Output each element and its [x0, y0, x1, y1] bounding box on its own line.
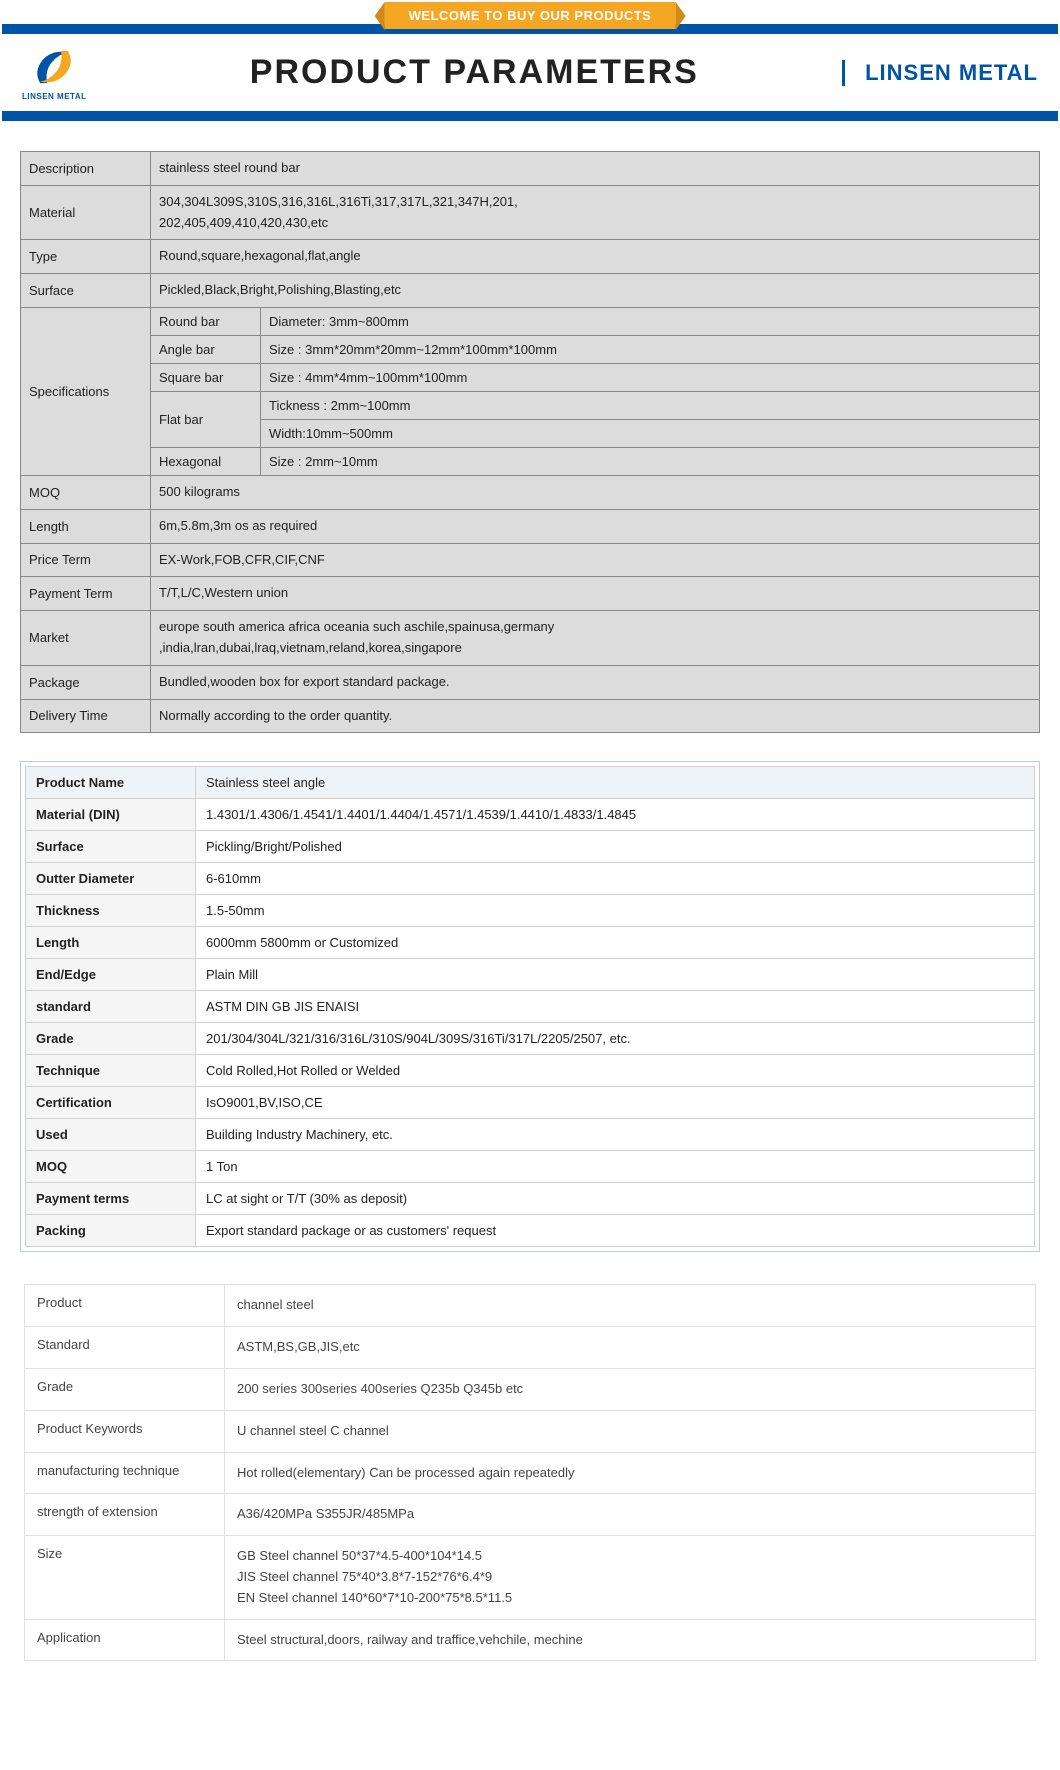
table-value: IsO9001,BV,ISO,CE — [196, 1087, 1035, 1119]
table-value: Steel structural,doors, railway and traf… — [225, 1619, 1036, 1661]
table-value: Building Industry Machinery, etc. — [196, 1119, 1035, 1151]
table-key: Product Name — [26, 767, 196, 799]
table-value: 1.4301/1.4306/1.4541/1.4401/1.4404/1.457… — [196, 799, 1035, 831]
table-key: Price Term — [21, 543, 151, 577]
table-key: Outter Diameter — [26, 863, 196, 895]
table-subkey: Flat bar — [151, 391, 261, 447]
table-value: 200 series 300series 400series Q235b Q34… — [225, 1368, 1036, 1410]
table-value: 6-610mm — [196, 863, 1035, 895]
table-key: Specifications — [21, 307, 151, 475]
table-value: 1.5-50mm — [196, 895, 1035, 927]
table-value: ASTM,BS,GB,JIS,etc — [225, 1327, 1036, 1369]
table-key: standard — [26, 991, 196, 1023]
table-key: Package — [21, 665, 151, 699]
table-value: A36/420MPa S355JR/485MPa — [225, 1494, 1036, 1536]
table-value: ASTM DIN GB JIS ENAISI — [196, 991, 1035, 1023]
table-key: Certification — [26, 1087, 196, 1119]
header: WELCOME TO BUY OUR PRODUCTS LINSEN METAL… — [2, 2, 1058, 121]
table-key: Length — [21, 509, 151, 543]
table-value: Pickled,Black,Bright,Polishing,Blasting,… — [151, 274, 1040, 308]
table-key: strength of extension — [25, 1494, 225, 1536]
table-value: Size : 2mm~10mm — [261, 447, 1040, 475]
table-key: Thickness — [26, 895, 196, 927]
table-key: MOQ — [26, 1151, 196, 1183]
content: Descriptionstainless steel round barMate… — [0, 121, 1060, 1685]
table-key: Size — [25, 1536, 225, 1619]
table-key: Surface — [26, 831, 196, 863]
table-value: 1 Ton — [196, 1151, 1035, 1183]
table-value: Bundled,wooden box for export standard p… — [151, 665, 1040, 699]
spec-table-2: Product NameStainless steel angleMateria… — [20, 761, 1040, 1252]
logo: LINSEN METAL — [22, 44, 87, 101]
table-key: Payment Term — [21, 577, 151, 611]
table-value: stainless steel round bar — [151, 152, 1040, 186]
table-key: Product — [25, 1285, 225, 1327]
table-key: Used — [26, 1119, 196, 1151]
table-value: Export standard package or as customers'… — [196, 1215, 1035, 1247]
table-key: Material (DIN) — [26, 799, 196, 831]
table-value: channel steel — [225, 1285, 1036, 1327]
table-key: Type — [21, 240, 151, 274]
table-key: Application — [25, 1619, 225, 1661]
table-key: Grade — [25, 1368, 225, 1410]
table-value: europe south america africa oceania such… — [151, 611, 1040, 666]
table-value: Hot rolled(elementary) Can be processed … — [225, 1452, 1036, 1494]
table-value: 201/304/304L/321/316/316L/310S/904L/309S… — [196, 1023, 1035, 1055]
table-value: GB Steel channel 50*37*4.5-400*104*14.5 … — [225, 1536, 1036, 1619]
table-value: 304,304L309S,310S,316,316L,316Ti,317,317… — [151, 185, 1040, 240]
table-value: U channel steel C channel — [225, 1410, 1036, 1452]
table-key: Length — [26, 927, 196, 959]
table-value: 6m,5.8m,3m os as required — [151, 509, 1040, 543]
table-value: Plain Mill — [196, 959, 1035, 991]
table-key: Grade — [26, 1023, 196, 1055]
table-subkey: Round bar — [151, 307, 261, 335]
logo-icon — [31, 44, 77, 90]
table-key: Technique — [26, 1055, 196, 1087]
table-value: Pickling/Bright/Polished — [196, 831, 1035, 863]
table-value: Cold Rolled,Hot Rolled or Welded — [196, 1055, 1035, 1087]
table-value: Size : 4mm*4mm~100mm*100mm — [261, 363, 1040, 391]
table-key: Material — [21, 185, 151, 240]
table-value: Round,square,hexagonal,flat,angle — [151, 240, 1040, 274]
table-value: Width:10mm~500mm — [261, 419, 1040, 447]
table-value: 500 kilograms — [151, 475, 1040, 509]
table-key: Delivery Time — [21, 699, 151, 733]
header-bar: LINSEN METAL PRODUCT PARAMETERS LINSEN M… — [2, 24, 1058, 121]
table-key: Product Keywords — [25, 1410, 225, 1452]
table-key: manufacturing technique — [25, 1452, 225, 1494]
spec-table-3: Productchannel steelStandardASTM,BS,GB,J… — [20, 1280, 1040, 1665]
table-value: Normally according to the order quantity… — [151, 699, 1040, 733]
table-value: T/T,L/C,Western union — [151, 577, 1040, 611]
table-subkey: Angle bar — [151, 335, 261, 363]
table-key: Market — [21, 611, 151, 666]
table-key: Surface — [21, 274, 151, 308]
table-key: Packing — [26, 1215, 196, 1247]
table-subkey: Square bar — [151, 363, 261, 391]
table-value: Size : 3mm*20mm*20mm~12mm*100mm*100mm — [261, 335, 1040, 363]
table-value: Tickness : 2mm~100mm — [261, 391, 1040, 419]
table-value: Stainless steel angle — [196, 767, 1035, 799]
welcome-banner: WELCOME TO BUY OUR PRODUCTS — [385, 2, 676, 29]
page-title: PRODUCT PARAMETERS — [107, 53, 843, 92]
table-subkey: Hexagonal — [151, 447, 261, 475]
table-key: Payment terms — [26, 1183, 196, 1215]
spec-table-1: Descriptionstainless steel round barMate… — [20, 151, 1040, 733]
table-value: Diameter: 3mm~800mm — [261, 307, 1040, 335]
logo-caption: LINSEN METAL — [22, 92, 87, 101]
brand-label: LINSEN METAL — [842, 60, 1038, 86]
table-key: MOQ — [21, 475, 151, 509]
table-value: 6000mm 5800mm or Customized — [196, 927, 1035, 959]
table-value: EX-Work,FOB,CFR,CIF,CNF — [151, 543, 1040, 577]
table-value: LC at sight or T/T (30% as deposit) — [196, 1183, 1035, 1215]
table-key: End/Edge — [26, 959, 196, 991]
table-key: Standard — [25, 1327, 225, 1369]
table-key: Description — [21, 152, 151, 186]
